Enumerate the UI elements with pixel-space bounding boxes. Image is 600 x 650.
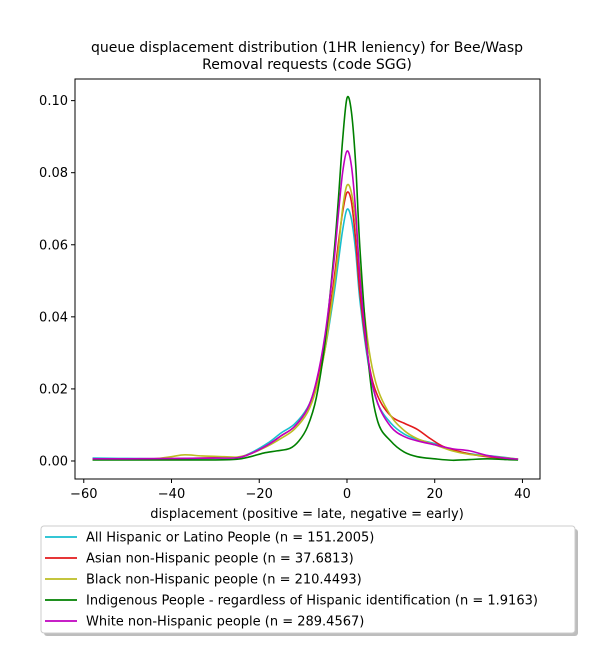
y-tick-label: 0.04 — [39, 310, 68, 325]
y-tick-label: 0.06 — [39, 238, 68, 253]
legend-label-0: All Hispanic or Latino People (n = 151.2… — [86, 531, 374, 546]
series-line-2 — [92, 183, 519, 461]
legend-label-2: Black non-Hispanic people (n = 210.4493) — [86, 573, 362, 588]
x-axis: −60 −40 −20 0 20 40 — [70, 479, 531, 502]
x-tick-label: −40 — [158, 487, 185, 502]
x-tick-label: 40 — [514, 487, 531, 502]
chart-title-line2: Removal requests (code SGG) — [202, 57, 412, 73]
legend-label-1: Asian non-Hispanic people (n = 37.6813) — [86, 552, 354, 567]
chart-title-line1: queue displacement distribution (1HR len… — [91, 40, 523, 56]
plot-frame — [74, 78, 541, 480]
x-tick-label: −60 — [70, 487, 97, 502]
y-axis: 0.00 0.02 0.04 0.06 0.08 0.10 — [39, 94, 75, 469]
x-tick-label: 0 — [343, 487, 351, 502]
y-tick-label: 0.00 — [39, 454, 68, 469]
y-tick-label: 0.10 — [39, 94, 68, 109]
legend: All Hispanic or Latino People (n = 151.2… — [40, 525, 578, 636]
series-line-0 — [92, 208, 519, 460]
x-tick-label: 20 — [426, 487, 443, 502]
x-tick-label: −20 — [246, 487, 273, 502]
x-axis-label: displacement (positive = late, negative … — [150, 507, 464, 522]
y-tick-label: 0.02 — [39, 382, 68, 397]
legend-label-3: Indigenous People - regardless of Hispan… — [86, 594, 538, 609]
plot-area — [92, 95, 519, 462]
series-line-1 — [92, 191, 519, 461]
y-tick-label: 0.08 — [39, 166, 68, 181]
series-line-3 — [92, 95, 519, 462]
series-line-4 — [92, 150, 519, 460]
legend-box — [40, 525, 576, 634]
legend-label-4: White non-Hispanic people (n = 289.4567) — [86, 615, 364, 630]
